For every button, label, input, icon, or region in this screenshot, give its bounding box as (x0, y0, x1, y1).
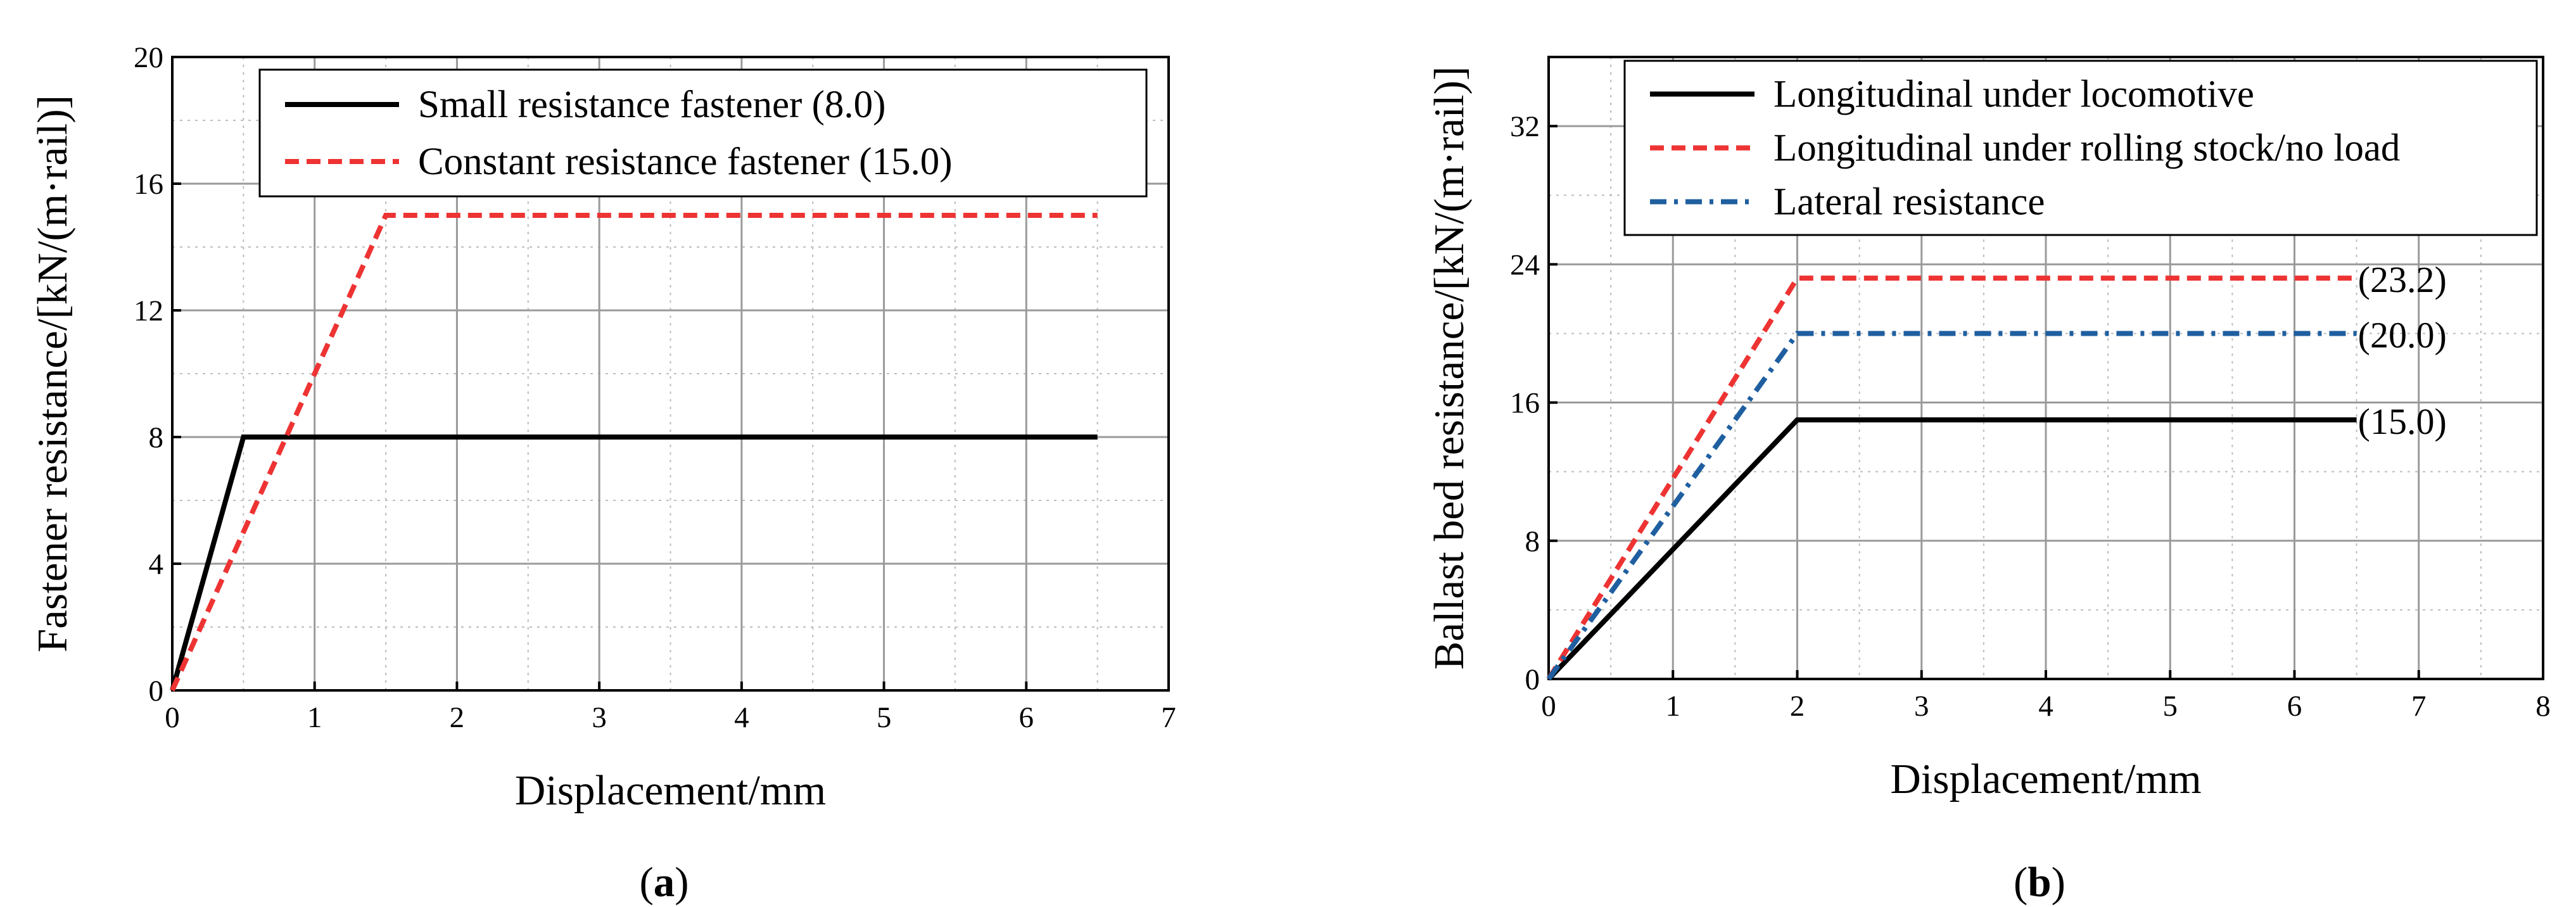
y-tick-label: 32 (1510, 110, 1540, 143)
data-label: (15.0) (2358, 401, 2447, 442)
y-tick-label: 8 (1525, 525, 1540, 558)
series-line (170, 434, 1098, 692)
y-axis-label: Fastener resistance/[kN/(m·rail)] (29, 95, 76, 652)
y-tick-label: 0 (149, 675, 164, 707)
series-line (1547, 417, 2357, 681)
x-tick-label: 0 (165, 701, 180, 734)
x-tick-label: 7 (2411, 690, 2427, 723)
legend-box (258, 68, 1148, 198)
x-tick-label: 6 (1019, 701, 1034, 734)
x-tick-label: 1 (1666, 690, 1681, 723)
legend-label: Longitudinal under rolling stock/no load (1773, 127, 2400, 170)
x-tick-label: 4 (2038, 690, 2053, 723)
data-label: (20.0) (2358, 314, 2447, 355)
panel-caption: (b) (2014, 859, 2065, 906)
series-line (1546, 331, 2357, 681)
x-tick-label: 1 (307, 701, 322, 734)
x-tick-label: 7 (1161, 701, 1176, 734)
caption-paren-open: ( (639, 859, 653, 906)
y-tick-label: 16 (1510, 387, 1540, 420)
series-line (1546, 276, 2357, 681)
x-tick-label: 6 (2287, 690, 2302, 723)
y-tick-label: 16 (134, 168, 163, 201)
series-line (170, 213, 1098, 692)
legend-box (1623, 60, 2538, 236)
y-tick-label: 4 (149, 548, 164, 581)
x-axis-label: Displacement/mm (515, 767, 826, 814)
y-axis-label: Ballast bed resistance/[kN/(m·rail)] (1426, 67, 1473, 670)
legend-label: Longitudinal under locomotive (1773, 73, 2254, 116)
plot-frame (171, 56, 1170, 692)
legend-label: Constant resistance fastener (15.0) (418, 141, 953, 183)
x-tick-label: 5 (877, 701, 892, 734)
y-tick-label: 0 (1525, 663, 1540, 696)
x-tick-label: 3 (1914, 690, 1929, 723)
y-tick-label: 24 (1510, 248, 1540, 281)
caption-paren-close: ) (675, 859, 688, 906)
y-tick-label: 12 (134, 295, 163, 327)
x-tick-label: 5 (2163, 690, 2178, 723)
chart-panel-b: 0 1 2 3 4 5 6 7 8 0 8 16 24 32 Displacement/mm Ballast … (1426, 56, 2551, 906)
x-tick-label: 2 (1790, 690, 1805, 723)
y-tick-label: 8 (149, 421, 164, 454)
caption-letter: b (2027, 859, 2051, 906)
x-tick-label: 4 (734, 701, 749, 734)
legend-label: Lateral resistance (1773, 181, 2045, 224)
x-tick-label: 2 (450, 701, 465, 734)
x-tick-label: 3 (592, 701, 607, 734)
caption-paren-close: ) (2052, 859, 2065, 906)
y-tick-label: 20 (134, 41, 163, 74)
caption-paren-open: ( (2014, 859, 2027, 906)
caption-letter: a (654, 859, 675, 906)
panel-caption: (a) (639, 859, 688, 906)
x-axis-label: Displacement/mm (1890, 756, 2201, 802)
x-tick-label: 0 (1541, 690, 1556, 723)
chart-panel-a: 0 1 2 3 4 5 6 7048121620Displacement/mmFastener… (29, 41, 1176, 906)
legend-label: Small resistance fastener (8.0) (418, 84, 886, 126)
x-tick-label: 8 (2535, 690, 2551, 723)
data-label: (23.2) (2358, 259, 2447, 300)
